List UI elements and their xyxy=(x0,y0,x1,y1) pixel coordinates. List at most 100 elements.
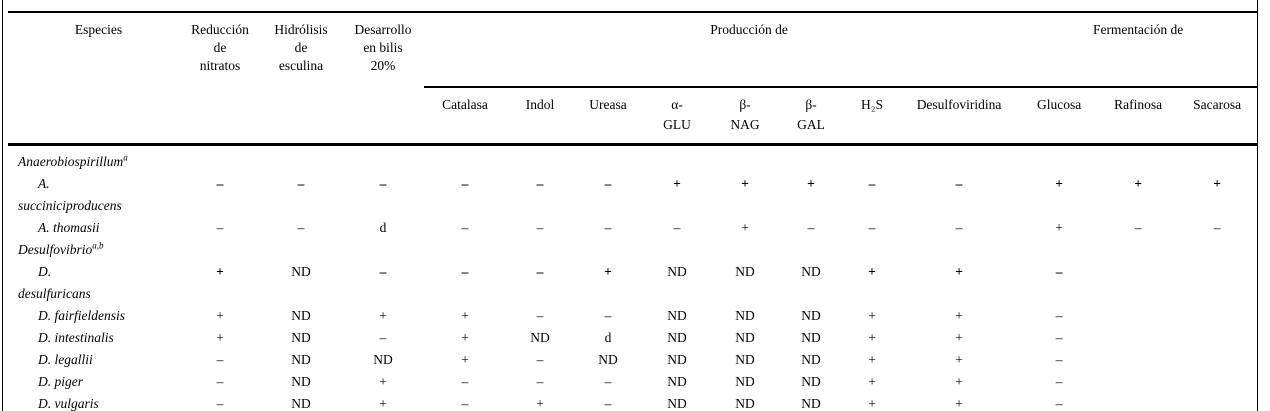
value-cell: ND xyxy=(291,352,311,367)
value-cell xyxy=(574,145,642,174)
value-cell: + xyxy=(1134,176,1142,191)
value-cell xyxy=(342,239,424,261)
value-cell: + xyxy=(379,374,387,389)
value-cell: – xyxy=(604,308,612,323)
header-line: GAL xyxy=(797,117,825,132)
value-cell: – xyxy=(461,220,469,235)
value-cell: + xyxy=(604,264,612,279)
value-cell xyxy=(260,239,342,261)
value-cell: + xyxy=(955,352,963,367)
value-cell: – xyxy=(461,264,469,279)
value-cell: ND xyxy=(373,352,393,367)
column-header-especies: Especies xyxy=(8,12,180,146)
header-line: β- xyxy=(805,97,817,112)
value-cell: – xyxy=(1055,264,1063,279)
value-cell: + xyxy=(461,308,469,323)
value-cell: + xyxy=(1055,176,1063,191)
spanner-label: Fermentación de xyxy=(1092,22,1184,37)
value-cell: – xyxy=(868,220,876,235)
species-name-line: A. xyxy=(38,176,50,191)
table-row-d-fairfieldensis: D. fairfieldensis + ND + + – – ND ND ND + + – xyxy=(8,305,1258,327)
value-cell xyxy=(342,145,424,174)
header-line: Desarrollo xyxy=(354,22,412,37)
header-line: α- xyxy=(671,97,683,112)
header-line: de xyxy=(294,40,308,55)
value-cell xyxy=(1100,145,1176,174)
value-cell: + xyxy=(216,264,224,279)
value-cell: – xyxy=(868,176,876,191)
header-line: nitratos xyxy=(199,58,241,73)
value-cell xyxy=(1018,145,1100,174)
species-name-line: D. piger xyxy=(38,374,83,389)
value-cell: – xyxy=(536,220,544,235)
value-cell: – xyxy=(379,330,387,345)
table-body: Anaerobiospirilluma A. succiniciproducens –… xyxy=(8,145,1258,411)
table-row-d-vulgaris: D. vulgaris – ND + – + – ND ND ND + + – xyxy=(8,393,1258,411)
header-line: Ureasa xyxy=(589,97,627,112)
value-cell: ND xyxy=(291,330,311,345)
value-cell: – xyxy=(461,374,469,389)
species-name: A. thomasii xyxy=(8,217,180,239)
table-row-anaerobiospirillum: Anaerobiospirilluma xyxy=(8,145,1258,174)
species-name-line: D. xyxy=(38,264,52,279)
value-cell xyxy=(1100,327,1176,349)
value-cell xyxy=(712,239,778,261)
table-row-d-desulfuricans: D. desulfuricans + ND – – – + ND ND ND + + – xyxy=(8,261,1258,305)
value-cell: ND xyxy=(735,264,755,279)
value-cell: + xyxy=(379,396,387,411)
species-name-line: D. legallii xyxy=(38,352,93,367)
column-header-sacarosa: Sacarosa xyxy=(1176,87,1259,146)
value-cell: + xyxy=(379,308,387,323)
spanner-produccion-de: Producción de xyxy=(424,12,1019,88)
value-cell: + xyxy=(741,220,749,235)
species-name-line: desulfuricans xyxy=(18,286,91,301)
value-cell xyxy=(424,239,506,261)
species-name: D. piger xyxy=(8,371,180,393)
species-name-line: D. intestinalis xyxy=(38,330,114,345)
species-name: D. desulfuricans xyxy=(8,261,180,305)
value-cell xyxy=(1176,305,1258,327)
value-cell: ND xyxy=(667,308,687,323)
value-cell: – xyxy=(1213,220,1221,235)
header-line: en bilis xyxy=(363,40,403,55)
value-cell xyxy=(1176,327,1258,349)
species-name-line: D. vulgaris xyxy=(38,396,99,411)
value-cell xyxy=(506,239,574,261)
header-line: H₂S xyxy=(861,97,883,112)
header-line: Hidrólisis xyxy=(274,22,328,37)
header-line: NAG xyxy=(730,117,760,132)
value-cell: + xyxy=(868,396,876,411)
value-cell xyxy=(1100,261,1176,305)
header-line: Catalasa xyxy=(442,97,488,112)
header-line: Desulfoviridina xyxy=(916,97,1002,112)
value-cell: + xyxy=(868,308,876,323)
value-cell xyxy=(1100,393,1176,411)
value-cell: ND xyxy=(291,374,311,389)
species-characteristics-table: Especies Reducción de nitratos Hidrólisi… xyxy=(8,11,1259,411)
column-header-desarrollo-en-bilis: Desarrollo en bilis 20% xyxy=(342,12,424,146)
value-cell: – xyxy=(461,396,469,411)
value-cell xyxy=(506,145,574,174)
value-cell: – xyxy=(379,264,387,279)
value-cell: – xyxy=(1134,220,1142,235)
value-cell xyxy=(260,145,342,174)
value-cell xyxy=(844,145,900,174)
header-line: Reducción xyxy=(191,22,249,37)
column-header-desulfoviridina: Desulfoviridina xyxy=(900,87,1019,146)
value-cell xyxy=(1100,239,1176,261)
value-cell: + xyxy=(536,396,544,411)
value-cell xyxy=(1100,349,1176,371)
value-cell: ND xyxy=(735,352,755,367)
value-cell: – xyxy=(604,396,612,411)
value-cell: + xyxy=(461,330,469,345)
table-row-d-piger: D. piger – ND + – – – ND ND ND + + – xyxy=(8,371,1258,393)
value-cell: + xyxy=(673,176,681,191)
species-name: Anaerobiospirilluma xyxy=(8,145,180,174)
header-line: Glucosa xyxy=(1036,97,1082,112)
species-name-line: succiniciproducens xyxy=(18,198,122,213)
species-name: D. intestinalis xyxy=(8,327,180,349)
value-cell: – xyxy=(1055,396,1063,411)
value-cell xyxy=(1176,145,1258,174)
value-cell: + xyxy=(1055,220,1063,235)
